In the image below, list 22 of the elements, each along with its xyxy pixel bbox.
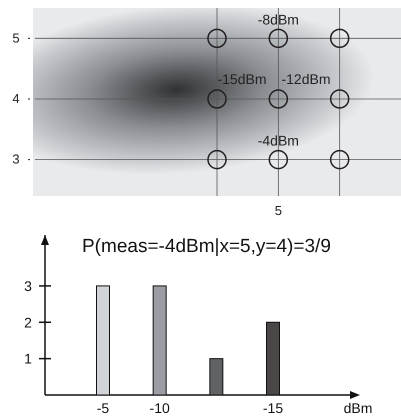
y-tick-label: 5 bbox=[12, 30, 20, 46]
annotation: -15dBm bbox=[217, 71, 267, 87]
x-axis-title: dBm bbox=[344, 400, 372, 416]
y-tick-label: 1 bbox=[24, 350, 32, 367]
point bbox=[268, 150, 288, 170]
y-tick-label: 3 bbox=[12, 152, 20, 167]
point bbox=[330, 28, 350, 48]
y-tick-label: 3 bbox=[24, 278, 32, 294]
point bbox=[330, 150, 350, 170]
x-tick-label: -10 bbox=[150, 400, 170, 416]
y-tick-label: 4 bbox=[12, 90, 20, 106]
x-tick-label: -5 bbox=[96, 400, 110, 416]
x-tick-label: -15 bbox=[262, 400, 284, 416]
point bbox=[268, 28, 288, 48]
y-tick-label: 2 bbox=[24, 314, 32, 330]
chart-title: P(meas=-4dBm|x=5,y=4)=3/9 bbox=[82, 236, 331, 257]
point bbox=[330, 89, 350, 109]
point bbox=[207, 150, 227, 170]
point bbox=[268, 89, 288, 109]
point bbox=[207, 89, 227, 109]
annotation: -12dBm bbox=[281, 71, 331, 87]
point bbox=[207, 28, 227, 48]
